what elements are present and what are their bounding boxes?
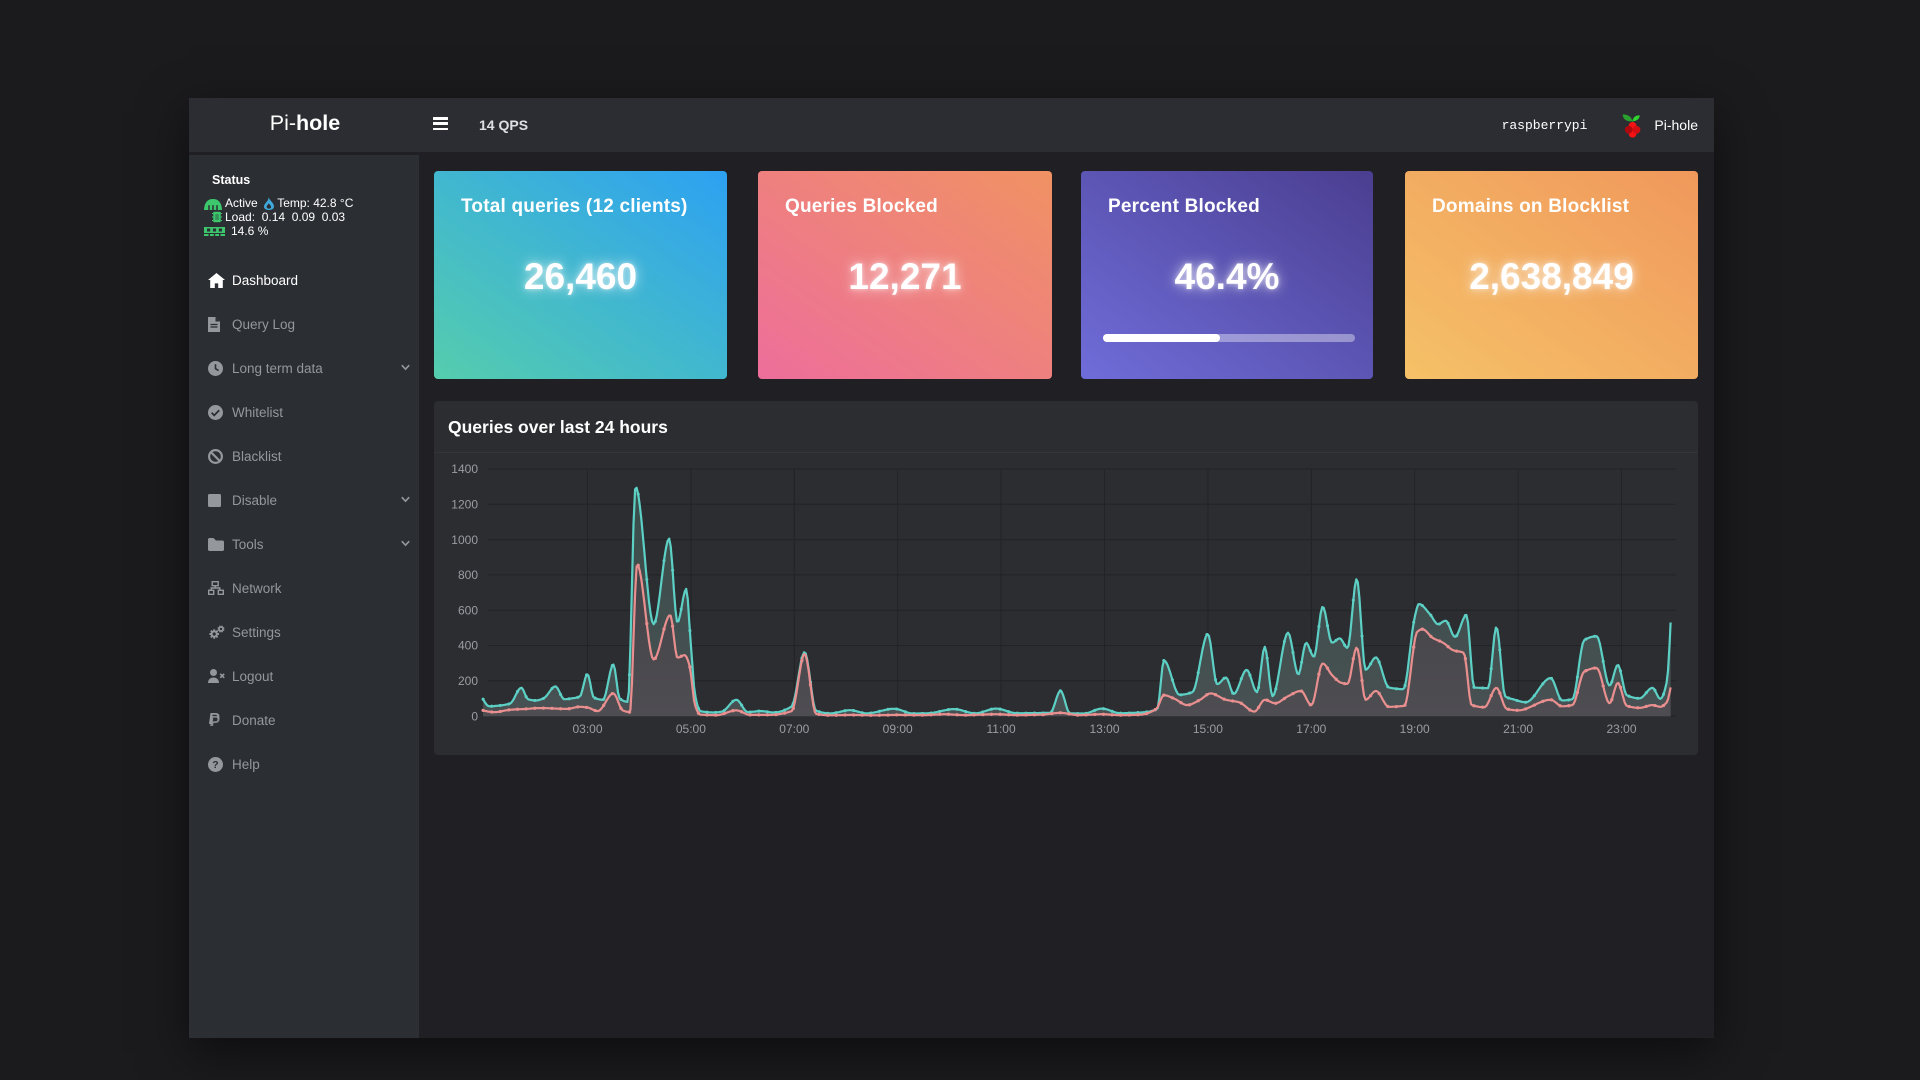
- svg-text:03:00: 03:00: [572, 722, 602, 736]
- svg-text:1200: 1200: [451, 498, 478, 512]
- svg-text:23:00: 23:00: [1606, 722, 1636, 736]
- svg-text:800: 800: [458, 568, 478, 582]
- svg-text:07:00: 07:00: [779, 722, 809, 736]
- svg-text:600: 600: [458, 603, 478, 617]
- svg-text:05:00: 05:00: [676, 722, 706, 736]
- svg-text:17:00: 17:00: [1296, 722, 1326, 736]
- svg-text:11:00: 11:00: [987, 722, 1016, 736]
- svg-text:?: ?: [212, 759, 218, 771]
- svg-text:09:00: 09:00: [883, 722, 913, 736]
- svg-text:1000: 1000: [451, 533, 478, 547]
- svg-text:1400: 1400: [451, 462, 478, 476]
- svg-text:21:00: 21:00: [1503, 722, 1533, 736]
- svg-text:13:00: 13:00: [1089, 722, 1119, 736]
- svg-text:200: 200: [458, 674, 478, 688]
- svg-text:0: 0: [471, 709, 478, 723]
- svg-text:15:00: 15:00: [1193, 722, 1223, 736]
- svg-text:400: 400: [458, 639, 478, 653]
- svg-text:19:00: 19:00: [1400, 722, 1430, 736]
